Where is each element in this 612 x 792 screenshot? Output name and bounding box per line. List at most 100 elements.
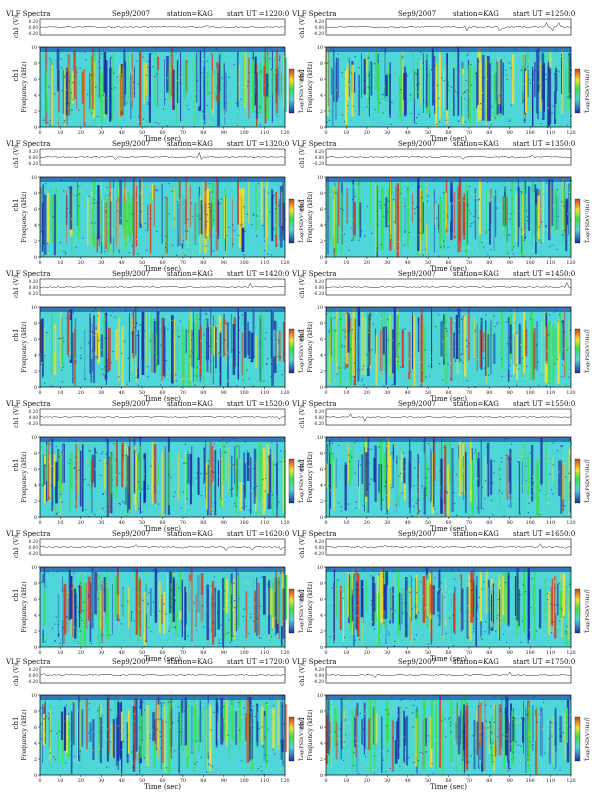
psd-speckle [420, 51, 422, 54]
psd-streak [99, 583, 101, 622]
psd-speckle [514, 322, 516, 324]
psd-streak [392, 60, 394, 98]
psd-streak [361, 311, 364, 375]
psd-speckle [334, 357, 336, 359]
psd-speckle [117, 210, 119, 212]
psd-speckle [505, 621, 507, 623]
psd-speckle [238, 329, 240, 331]
colorbar [288, 328, 295, 374]
psd-speckle [245, 252, 247, 255]
psd-streak [182, 460, 185, 490]
time-tick-label: 40 [405, 650, 411, 656]
psd-speckle [376, 466, 379, 468]
psd-speckle [446, 338, 448, 340]
psd-speckle [69, 211, 71, 214]
psd-speckle [386, 494, 388, 496]
psd-speckle [547, 507, 549, 509]
psd-streak [393, 459, 396, 509]
panel-start-ut: start UT =1550:0 [513, 400, 575, 408]
channel-label: ch1 [298, 69, 306, 82]
psd-speckle [546, 350, 548, 352]
psd-speckle [453, 233, 455, 235]
psd-streak [466, 69, 469, 93]
psd-speckle [225, 448, 227, 450]
psd-streak [473, 579, 475, 617]
psd-streak [107, 198, 110, 253]
voltage-tick-label: -0.20 [313, 421, 324, 426]
psd-speckle [220, 605, 222, 607]
psd-speckle [226, 634, 228, 636]
psd-speckle [244, 75, 246, 77]
psd-speckle [476, 618, 478, 620]
psd-speckle [42, 255, 44, 257]
psd-speckle [462, 362, 464, 364]
psd-speckle [458, 378, 460, 380]
psd-speckle [535, 240, 537, 242]
psd-streak [250, 575, 252, 640]
psd-speckle [264, 249, 266, 252]
psd-streak [355, 62, 357, 121]
psd-speckle [263, 238, 265, 240]
psd-speckle [200, 340, 202, 342]
voltage-tick-label: 0.00 [315, 25, 325, 30]
voltage-axis-label: ch1 (V) [13, 536, 20, 558]
psd-streak [206, 318, 209, 373]
psd-speckle [488, 91, 490, 93]
psd-speckle [214, 385, 216, 387]
time-tick-label: 120 [566, 130, 575, 136]
psd-speckle [409, 591, 411, 594]
psd-streak [225, 72, 227, 112]
psd-speckle [532, 486, 534, 488]
psd-speckle [61, 501, 63, 503]
psd-speckle [407, 188, 409, 190]
psd-speckle [476, 477, 478, 479]
psd-streak [51, 587, 53, 622]
psd-streak [548, 319, 551, 385]
psd-speckle [253, 620, 255, 622]
psd-speckle [501, 461, 503, 463]
psd-speckle [527, 373, 529, 375]
time-tick-label: 120 [566, 260, 575, 266]
psd-speckle [179, 320, 182, 322]
psd-speckle [81, 195, 84, 197]
psd-streak [153, 185, 156, 227]
psd-streak [220, 448, 221, 498]
psd-speckle [96, 319, 99, 321]
psd-streak [275, 204, 277, 236]
psd-streak [462, 197, 466, 234]
psd-streak [181, 196, 184, 244]
psd-streak [362, 593, 363, 645]
psd-speckle [393, 445, 396, 447]
psd-streak [212, 71, 214, 115]
colorbar-tick-label: -5 [297, 329, 300, 333]
psd-speckle [441, 487, 443, 489]
psd-streak [332, 69, 334, 126]
psd-streak [127, 192, 130, 236]
freq-tick-label: 2 [320, 629, 323, 635]
psd-speckle [424, 55, 426, 58]
psd-speckle [354, 337, 356, 340]
psd-speckle [370, 315, 372, 317]
freq-tick-label: 2 [320, 109, 323, 115]
psd-speckle [129, 59, 131, 61]
psd-speckle [135, 322, 137, 324]
psd-speckle [501, 457, 503, 459]
psd-streak [447, 464, 450, 517]
psd-speckle [411, 53, 413, 55]
psd-speckle [434, 508, 436, 510]
psd-streak [333, 48, 335, 102]
psd-speckle [67, 592, 69, 595]
psd-speckle [552, 442, 554, 444]
psd-speckle [110, 354, 112, 356]
psd-speckle [331, 624, 333, 626]
psd-speckle [538, 64, 540, 66]
psd-streak [437, 333, 439, 371]
psd-speckle [538, 384, 540, 387]
psd-speckle [508, 91, 510, 93]
psd-speckle [495, 339, 497, 341]
psd-speckle [470, 63, 472, 65]
psd-speckle [553, 621, 555, 623]
psd-upper-band [40, 567, 285, 572]
voltage-axis-label: ch1 (V) [299, 16, 306, 38]
psd-streak [435, 63, 438, 127]
